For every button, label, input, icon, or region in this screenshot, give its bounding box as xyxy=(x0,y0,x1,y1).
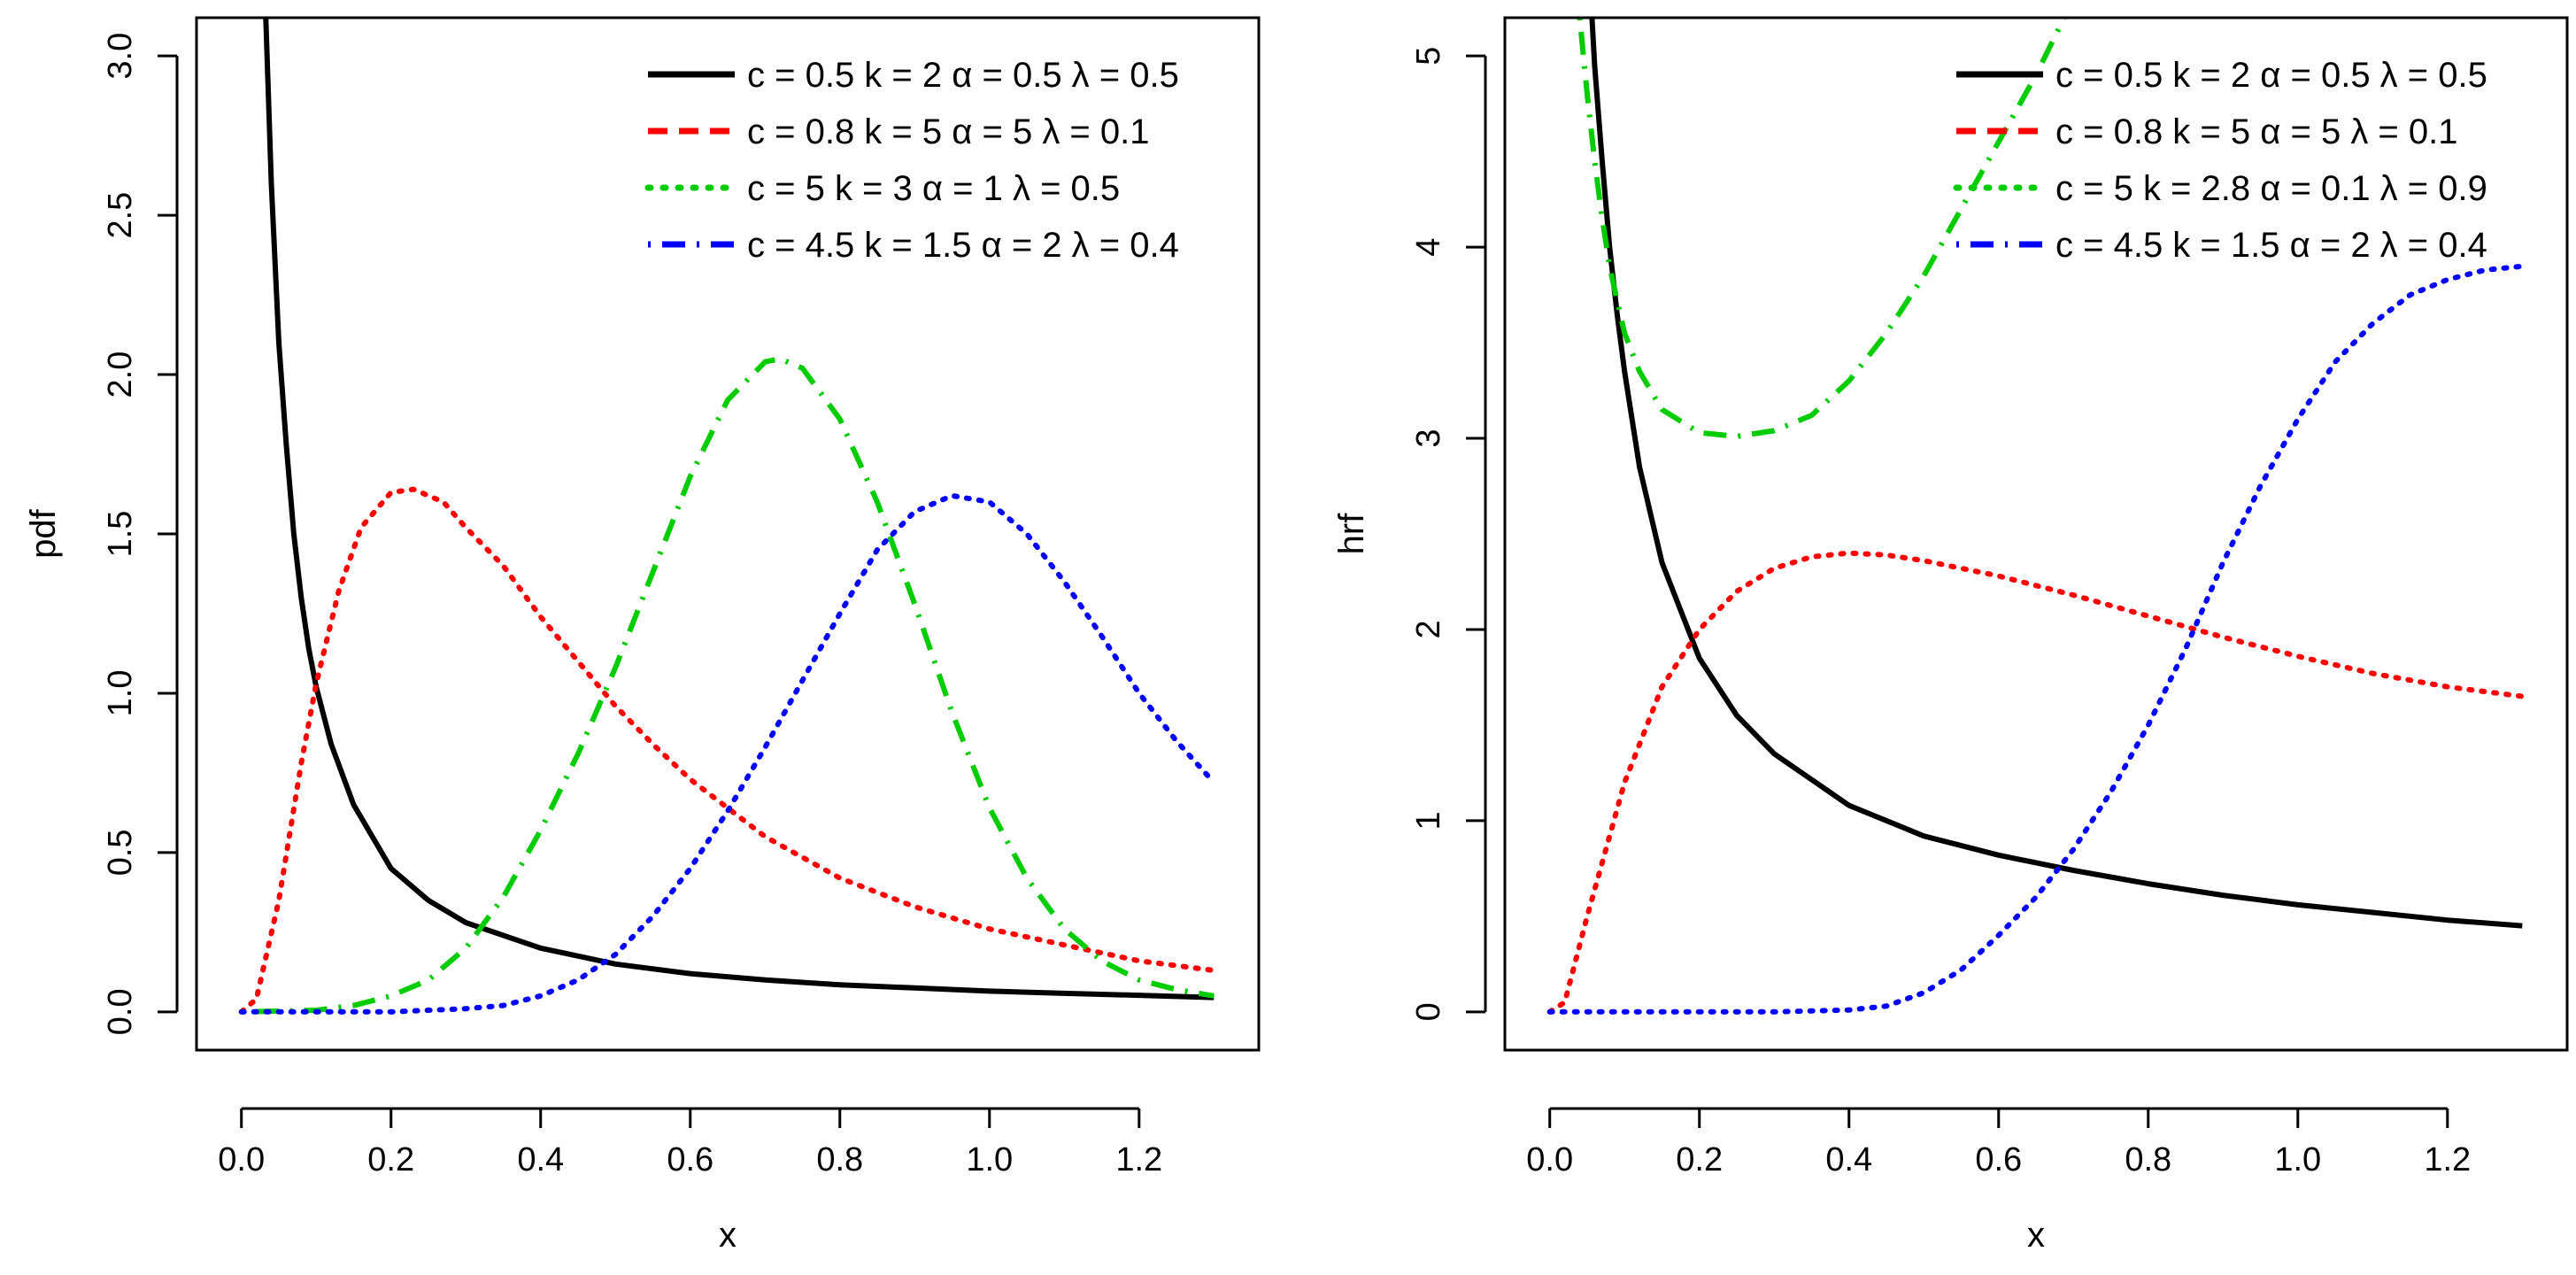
x-tick-label: 1.0 xyxy=(966,1141,1013,1178)
series-line-3-c-5-k-3-1-0-5 xyxy=(241,356,1215,1015)
chart-panel-1: 0.0 0.2 0.4 0.6 0.8 1.0 1.2 x 0.0 0.5 1.0 1.5 2.0 2.5… xyxy=(24,16,1261,1255)
y-tick-label: 3.0 xyxy=(102,33,139,80)
plot-area-frame xyxy=(195,16,1261,1052)
y-tick-label: 2 xyxy=(1410,620,1447,638)
y-tick-label: 2.0 xyxy=(102,352,139,398)
x-tick-label: 0.0 xyxy=(1526,1141,1573,1178)
legend-label-2: c = 0.8 k = 5 α = 5 λ = 0.1 xyxy=(2055,112,2458,151)
legend: c = 0.5 k = 2 α = 0.5 λ = 0.5 c = 0.8 k =… xyxy=(1953,56,2487,265)
y-tick-label: 3 xyxy=(1410,429,1447,447)
y-tick-label: 2.5 xyxy=(102,192,139,239)
x-tick-label: 1.2 xyxy=(1115,1141,1162,1178)
series-line-1-c-0-5-k-2-0-5-0-5 xyxy=(1589,18,2523,929)
y-tick-label: 5 xyxy=(1410,47,1447,66)
legend-label-1: c = 0.5 k = 2 α = 0.5 λ = 0.5 xyxy=(2055,56,2487,95)
series-group xyxy=(238,18,1217,1015)
legend: c = 0.5 k = 2 α = 0.5 λ = 0.5 c = 0.8 k =… xyxy=(644,56,1179,265)
x-axis-title: x xyxy=(719,1216,737,1255)
series-line-2-c-0-8-k-5-5-0-1 xyxy=(238,486,1217,1015)
x-tick-label: 0.6 xyxy=(667,1141,713,1178)
y-tick-label: 0 xyxy=(1410,1002,1447,1021)
legend-label-3: c = 5 k = 2.8 α = 0.1 λ = 0.9 xyxy=(2055,169,2487,208)
legend-label-4: c = 4.5 k = 1.5 α = 2 λ = 0.4 xyxy=(2055,226,2487,265)
plot-area-frame xyxy=(1503,16,2569,1052)
y-tick-label: 1.5 xyxy=(102,511,139,558)
legend-label-4: c = 4.5 k = 1.5 α = 2 λ = 0.4 xyxy=(747,226,1179,265)
x-tick-label: 0.4 xyxy=(517,1141,564,1178)
legend-label-1: c = 0.5 k = 2 α = 0.5 λ = 0.5 xyxy=(747,56,1179,95)
x-tick-label: 1.0 xyxy=(2274,1141,2321,1178)
x-tick-label: 0.2 xyxy=(1676,1141,1723,1178)
y-tick-label: 0.5 xyxy=(102,829,139,876)
y-tick-label: 1 xyxy=(1410,811,1447,830)
chart-panel-2: 0.0 0.2 0.4 0.6 0.8 1.0 1.2 x 0 1 2 3 4 5 hrf c = 0.5 k… xyxy=(1332,16,2569,1255)
legend-label-2: c = 0.8 k = 5 α = 5 λ = 0.1 xyxy=(747,112,1150,151)
series-line-2-c-0-8-k-5-5-0-1 xyxy=(1546,550,2526,1015)
series-line-3-c-5-k-2-8-0-1-0-9 xyxy=(1577,18,2068,439)
x-tick-label: 0.6 xyxy=(1975,1141,2022,1178)
series-line-4-c-4-5-k-1-5-2-0-4 xyxy=(1546,263,2526,1015)
x-tick-label: 1.2 xyxy=(2424,1141,2471,1178)
y-axis-title: pdf xyxy=(24,508,63,558)
y-tick-label: 0.0 xyxy=(102,988,139,1035)
series-group xyxy=(1546,18,2526,1015)
series-line-1-c-0-5-k-2-0-5-0-5 xyxy=(263,18,1215,1001)
x-axis-title: x xyxy=(2027,1216,2045,1255)
x-tick-label: 0.8 xyxy=(2125,1141,2171,1178)
y-tick-label: 4 xyxy=(1410,238,1447,257)
y-axis-title: hrf xyxy=(1332,513,1371,555)
x-tick-label: 0.4 xyxy=(1825,1141,1872,1178)
y-tick-label: 1.0 xyxy=(102,670,139,717)
x-tick-label: 0.0 xyxy=(218,1141,265,1178)
x-tick-label: 0.8 xyxy=(816,1141,863,1178)
x-tick-label: 0.2 xyxy=(367,1141,414,1178)
series-line-4-c-4-5-k-1-5-2-0-4 xyxy=(238,492,1217,1015)
legend-label-3: c = 5 k = 3 α = 1 λ = 0.5 xyxy=(747,169,1120,208)
